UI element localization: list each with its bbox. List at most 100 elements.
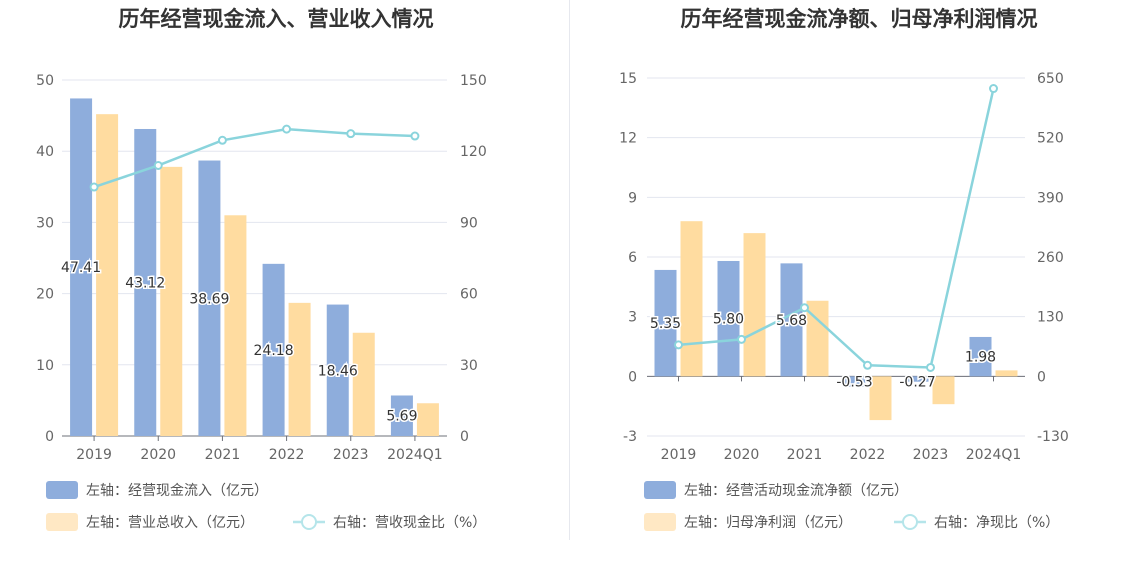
left-axis-tick-label: 0 (45, 429, 54, 445)
right-axis-tick-label: 30 (460, 358, 478, 374)
line-point (89, 182, 99, 192)
data-label: 5.68 (776, 313, 807, 329)
bar-primary (717, 260, 740, 377)
legend-label: 左轴：营业总收入（亿元） (86, 515, 254, 531)
left-axis-tick-label: 12 (619, 131, 637, 147)
right-axis-tick-label: 60 (460, 287, 478, 303)
data-label: 24.18 (254, 343, 294, 359)
cashflow-revenue-chart: 历年经营现金流入、营业收入情况 0 10 20 30 40 50 0 30 60 90 120 150 2… (36, 7, 487, 531)
bar-secondary (160, 166, 183, 436)
right-axis-tick-label: 130 (1037, 310, 1064, 326)
bar-secondary (806, 300, 829, 377)
left-axis-tick-label: 40 (36, 144, 54, 160)
line-point (410, 131, 420, 141)
legend-swatch-marker (902, 514, 918, 530)
right-axis-tick-label: 390 (1037, 190, 1064, 206)
x-axis-category-label: 2020 (140, 447, 176, 463)
x-axis-category-label: 2022 (850, 447, 886, 463)
left-axis-tick-label: -3 (623, 429, 637, 445)
right-axis-tick-label: 260 (1037, 250, 1064, 266)
bar-secondary (680, 221, 703, 377)
left-axis-tick-label: 15 (619, 71, 637, 87)
legend-swatch-bar (644, 481, 676, 499)
line-series (93, 127, 415, 189)
chart-title: 历年经营现金流净额、归母净利润情况 (681, 7, 1038, 31)
chart-title: 历年经营现金流入、营业收入情况 (119, 7, 434, 31)
line-point (346, 129, 356, 139)
netcash-profit-chart: 历年经营现金流净额、归母净利润情况 -3 0 3 6 9 12 15 -130 0 130 260 39… (619, 7, 1069, 531)
line-point (153, 160, 163, 170)
left-axis-tick-label: 3 (628, 310, 637, 326)
right-axis-tick-label: 150 (460, 73, 487, 89)
panel-divider (569, 0, 570, 540)
bar-primary (198, 160, 221, 436)
data-label: 47.41 (61, 260, 101, 276)
line-point (282, 124, 292, 134)
x-axis-category-label: 2023 (333, 447, 369, 463)
line-series (678, 88, 995, 369)
line-point (800, 303, 809, 313)
bar-primary (906, 376, 929, 382)
bar-secondary (743, 233, 766, 377)
left-axis-tick-label: 0 (628, 369, 637, 385)
right-axis-tick-label: 650 (1037, 71, 1064, 87)
x-axis-category-label: 2024Q1 (966, 447, 1022, 463)
legend-label: 右轴：营收现金比（%） (333, 515, 486, 531)
x-axis-category-label: 2019 (661, 447, 697, 463)
bar-secondary (416, 403, 439, 436)
data-label: 1.98 (965, 350, 996, 366)
left-axis-tick-label: 20 (36, 287, 54, 303)
bar-secondary (96, 114, 119, 437)
bar-primary (262, 263, 285, 436)
right-axis-tick-label: 120 (460, 144, 487, 160)
legend-label: 左轴：归母净利润（亿元） (684, 514, 852, 531)
bar-secondary (932, 376, 955, 405)
left-axis-tick-label: 30 (36, 215, 54, 231)
x-axis-category-label: 2023 (913, 447, 949, 463)
left-axis-tick-label: 50 (36, 73, 54, 89)
data-label: 5.69 (386, 409, 417, 425)
line-point (217, 135, 227, 145)
bar-secondary (288, 302, 311, 436)
bar-primary (390, 395, 413, 436)
left-axis-tick-label: 6 (628, 250, 637, 266)
bar-primary (969, 336, 992, 377)
bar-primary (70, 98, 93, 437)
right-axis-tick-label: 520 (1037, 131, 1064, 147)
right-axis-tick-label: 90 (460, 215, 478, 231)
line-point (737, 334, 746, 344)
bar-primary (654, 269, 677, 377)
x-axis-category-label: 2021 (787, 447, 823, 463)
legend-swatch-bar (644, 513, 676, 531)
right-axis-tick-label: 0 (460, 429, 469, 445)
chart-panel-cashflow-revenue: 历年经营现金流入、营业收入情况 0 10 20 30 40 50 0 30 60 90 120 150 2… (36, 7, 487, 531)
data-label: -0.27 (899, 374, 935, 390)
x-axis-category-label: 2021 (205, 447, 241, 463)
bar-secondary (352, 332, 375, 436)
legend-swatch-bar (46, 481, 78, 499)
x-axis-category-label: 2022 (269, 447, 305, 463)
data-label: -0.53 (836, 374, 872, 390)
data-label: 5.80 (713, 312, 744, 328)
bar-secondary (869, 376, 892, 421)
line-point (674, 340, 683, 350)
x-axis-category-label: 2020 (724, 447, 760, 463)
legend-label: 右轴：净现比（%） (934, 515, 1059, 531)
data-label: 38.69 (189, 291, 229, 307)
line-point (863, 360, 872, 370)
x-axis-category-label: 2019 (76, 447, 112, 463)
bar-primary (780, 263, 803, 377)
bar-primary (134, 128, 157, 436)
right-axis-tick-label: -130 (1037, 429, 1069, 445)
chart-panel-netcash-profit: 历年经营现金流净额、归母净利润情况 -3 0 3 6 9 12 15 -130 0 130 260 39… (567, 0, 1134, 582)
legend-swatch-marker (301, 514, 317, 530)
data-label: 18.46 (318, 363, 358, 379)
left-axis-tick-label: 9 (628, 190, 637, 206)
data-label: 43.12 (125, 275, 165, 291)
legend-label: 左轴：经营活动现金流净额（亿元） (684, 483, 908, 499)
bar-primary (326, 304, 349, 436)
left-axis-tick-label: 10 (36, 358, 54, 374)
line-point (989, 84, 998, 94)
data-label: 5.35 (650, 316, 681, 332)
legend-label: 左轴：经营现金流入（亿元） (86, 483, 268, 499)
